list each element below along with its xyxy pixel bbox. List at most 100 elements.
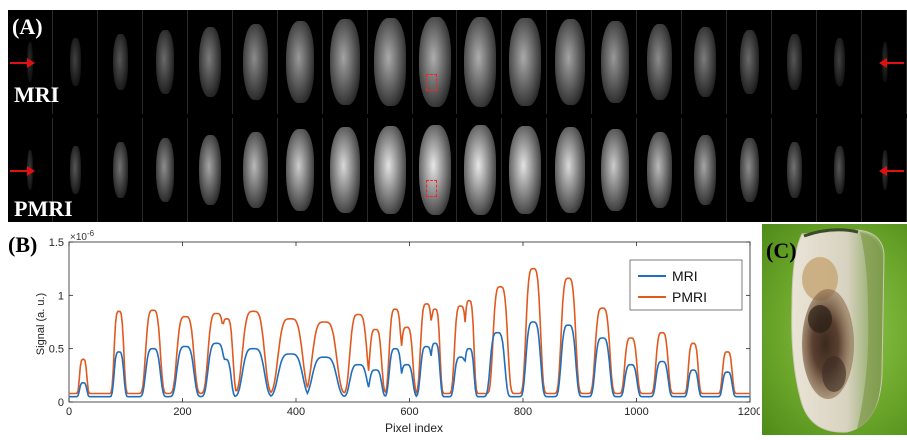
pmri-right-arrow-icon bbox=[879, 166, 904, 176]
image-slice bbox=[647, 131, 673, 209]
image-slice bbox=[740, 30, 759, 94]
image-frame bbox=[53, 118, 98, 222]
series-line-mri bbox=[69, 321, 750, 398]
series-line-pmri bbox=[69, 267, 750, 395]
image-slice bbox=[374, 17, 406, 107]
legend-label: PMRI bbox=[672, 289, 707, 305]
image-slice bbox=[242, 23, 268, 101]
image-frame bbox=[727, 118, 773, 222]
image-frame bbox=[592, 118, 638, 222]
image-frame bbox=[53, 10, 98, 114]
image-frame bbox=[772, 118, 818, 222]
image-frame bbox=[592, 10, 638, 114]
image-frame bbox=[143, 118, 188, 222]
image-frame bbox=[547, 10, 593, 114]
image-slice bbox=[199, 26, 222, 98]
x-tick-label: 400 bbox=[287, 406, 305, 418]
image-frame bbox=[233, 118, 278, 222]
image-frame bbox=[323, 10, 368, 114]
image-slice bbox=[464, 125, 496, 215]
sample-photo-panel: (C) bbox=[762, 224, 907, 435]
y-tick-label: 1 bbox=[58, 290, 64, 302]
image-slice bbox=[740, 138, 759, 202]
image-frame bbox=[368, 10, 413, 114]
y-tick-label: 0.5 bbox=[49, 344, 64, 356]
image-frame bbox=[278, 10, 323, 114]
mri-image-strip bbox=[8, 10, 907, 114]
image-slice bbox=[286, 21, 315, 103]
mri-roi-box bbox=[426, 74, 437, 91]
image-slice bbox=[419, 17, 451, 107]
image-slice bbox=[70, 37, 81, 87]
image-slice bbox=[156, 138, 175, 202]
image-slice bbox=[156, 30, 175, 94]
image-frame bbox=[413, 118, 458, 222]
y-tick-label: 1.5 bbox=[49, 237, 64, 249]
pmri-roi-box bbox=[426, 180, 437, 197]
y-exponent-label: ×10-6 bbox=[70, 229, 95, 243]
pmri-left-arrow-icon bbox=[10, 166, 35, 176]
image-slice bbox=[374, 125, 406, 215]
image-frame bbox=[727, 10, 773, 114]
image-slice bbox=[554, 19, 585, 105]
image-frame bbox=[502, 10, 548, 114]
x-axis-label: Pixel index bbox=[385, 421, 443, 435]
x-tick-label: 0 bbox=[66, 406, 72, 418]
image-slice bbox=[330, 127, 360, 213]
mri-row-label: MRI bbox=[14, 82, 60, 107]
panel-c-label: (C) bbox=[766, 238, 797, 263]
image-slice bbox=[113, 33, 128, 91]
image-slice bbox=[834, 37, 845, 87]
image-slice bbox=[330, 19, 360, 105]
legend-label: MRI bbox=[672, 268, 698, 284]
image-slice bbox=[787, 141, 802, 199]
mri-left-arrow-icon bbox=[10, 58, 35, 68]
image-frame bbox=[323, 118, 368, 222]
image-slice bbox=[286, 129, 315, 211]
y-axis-label: Signal (a. u.) bbox=[35, 293, 47, 355]
image-slice bbox=[419, 125, 451, 215]
image-frame bbox=[278, 118, 323, 222]
legend-box bbox=[629, 259, 743, 311]
image-slice bbox=[600, 21, 629, 103]
image-frame bbox=[458, 118, 503, 222]
chart-svg: (B) ×10-6 0 200 400 600 800 1000 1200 0 0.5 1 1.5 M… bbox=[8, 229, 762, 435]
image-slice bbox=[199, 134, 222, 206]
sample-photo bbox=[791, 228, 885, 433]
x-tick-label: 800 bbox=[514, 406, 532, 418]
image-slice bbox=[464, 17, 496, 107]
x-tick-label: 1200 bbox=[738, 406, 760, 418]
pmri-row-label: PMRI bbox=[14, 196, 73, 221]
signal-profile-chart: (B) ×10-6 0 200 400 600 800 1000 1200 0 0.5 1 1.5 M… bbox=[0, 224, 762, 435]
image-frame bbox=[547, 118, 593, 222]
x-tick-label: 200 bbox=[173, 406, 191, 418]
mri-right-arrow-icon bbox=[879, 58, 904, 68]
image-frame bbox=[637, 118, 683, 222]
image-slice bbox=[834, 145, 845, 195]
image-frame bbox=[368, 118, 413, 222]
image-frame bbox=[188, 118, 233, 222]
panel-a-label: (A) bbox=[12, 14, 43, 39]
x-tick-label: 600 bbox=[400, 406, 418, 418]
image-slice bbox=[693, 134, 716, 206]
image-frame bbox=[682, 10, 728, 114]
x-tick-label: 1000 bbox=[624, 406, 648, 418]
image-frame bbox=[772, 10, 818, 114]
image-frame bbox=[682, 118, 728, 222]
image-frame bbox=[817, 10, 863, 114]
image-frame bbox=[98, 118, 143, 222]
image-frame bbox=[143, 10, 188, 114]
y-tick-label: 0 bbox=[58, 397, 64, 409]
image-slice bbox=[600, 129, 629, 211]
image-frame bbox=[413, 10, 458, 114]
image-slice bbox=[509, 125, 541, 215]
image-slice bbox=[693, 26, 716, 98]
image-frame bbox=[188, 10, 233, 114]
image-slice bbox=[113, 141, 128, 199]
image-frame bbox=[637, 10, 683, 114]
image-frame bbox=[502, 118, 548, 222]
image-frame bbox=[458, 10, 503, 114]
mri-image-panel: (A) MRI PMRI bbox=[8, 10, 907, 222]
image-slice bbox=[70, 145, 81, 195]
image-slice bbox=[242, 131, 268, 209]
